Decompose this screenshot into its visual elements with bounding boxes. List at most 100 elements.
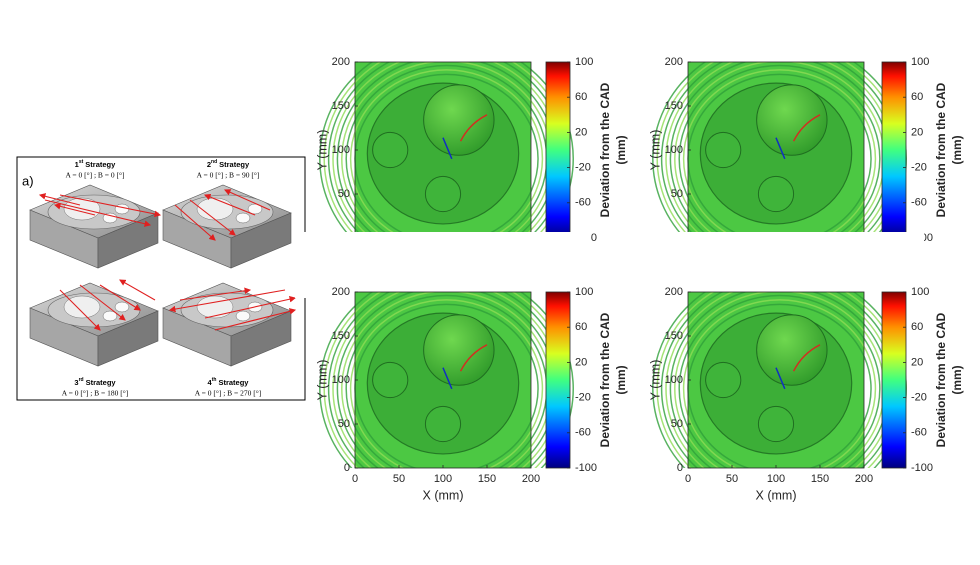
colorbar-tick-label: 100 <box>575 56 593 68</box>
y-axis-label: Y (mm) <box>315 130 329 171</box>
toolpath-arrow <box>59 289 101 331</box>
strategy-suffix: rd <box>79 377 84 383</box>
x-tick-label: 50 <box>393 473 405 485</box>
strategy-angles: A = 0 [°] ; B = 180 [°] <box>62 389 129 398</box>
toolpath-arrow <box>38 193 81 206</box>
colorbar-tick-label: -60 <box>911 427 927 439</box>
strategy-word: Strategy <box>219 160 250 169</box>
strategy-number: 4 <box>208 378 213 387</box>
defect-streak <box>442 137 453 160</box>
colorbar-label: Deviation from the CAD <box>598 82 612 217</box>
hole <box>114 301 130 313</box>
colorbar-label: (mm) <box>614 365 628 394</box>
strategy-title: 3rd Strategy <box>74 377 116 387</box>
hole <box>757 405 795 443</box>
hole <box>114 203 130 215</box>
hole <box>705 361 742 399</box>
y-tick-label: 200 <box>332 56 350 68</box>
strategy-angles: A = 0 [°] ; B = 270 [°] <box>195 389 262 398</box>
colorbar-tick-label: 20 <box>911 126 923 138</box>
colorbar-tick-label: 60 <box>575 91 587 103</box>
y-tick-label: 0 <box>344 462 350 474</box>
scan-clip <box>295 468 591 528</box>
y-tick-label: 50 <box>671 188 683 200</box>
x-tick-label: 150 <box>811 473 829 485</box>
colorbar-tick-label: -100 <box>575 462 597 474</box>
colorbar-tick-label: 60 <box>911 321 923 333</box>
hole <box>705 131 742 169</box>
y-axis-label: Y (mm) <box>315 360 329 401</box>
toolpath-arrow <box>119 279 156 301</box>
y-tick-label: 100 <box>665 374 683 386</box>
toolpath-arrow <box>214 308 297 331</box>
strategy-suffix: th <box>212 377 217 383</box>
colorbar-label: Deviation from the CAD <box>598 312 612 447</box>
hole <box>235 212 251 224</box>
y-tick-label: 50 <box>338 418 350 430</box>
toolpath-arrow <box>223 189 271 211</box>
y-tick-label: 200 <box>332 286 350 298</box>
x-tick-label: 200 <box>855 473 873 485</box>
toolpath-arrow <box>189 199 236 236</box>
strategy-title: 4th Strategy <box>208 377 250 387</box>
scan-clip <box>628 232 924 292</box>
strategy-suffix: nd <box>211 159 217 165</box>
dome <box>423 314 495 386</box>
hole <box>235 310 251 322</box>
dome <box>196 295 234 319</box>
toolpath-arrow <box>79 284 126 321</box>
colorbar-tick-label: 20 <box>575 126 587 138</box>
y-tick-label: 50 <box>671 418 683 430</box>
strategy-angles: A = 0 [°] ; B = 90 [°] <box>197 171 260 180</box>
scan-clip <box>628 468 924 528</box>
colorbar-tick-label: 100 <box>911 286 929 298</box>
y-tick-label: 150 <box>665 100 683 112</box>
defect-streak <box>775 137 786 160</box>
colorbar-tick-label: -20 <box>911 392 927 404</box>
colorbar-label: (mm) <box>950 135 964 164</box>
panel-label: a) <box>22 173 34 188</box>
strategy-number: 3 <box>74 378 78 387</box>
colorbar-label: Deviation from the CAD <box>934 312 948 447</box>
strategy-suffix: st <box>79 159 84 165</box>
toolpath-arrow <box>179 287 252 301</box>
colorbar-tick-label: 100 <box>575 286 593 298</box>
defect-streak <box>792 344 821 372</box>
strategy-title: 2nd Strategy <box>207 159 250 169</box>
scan-clip <box>628 2 924 62</box>
strategy-word: Strategy <box>86 378 117 387</box>
hole <box>102 212 118 224</box>
colorbar <box>881 61 907 239</box>
hole <box>757 175 795 213</box>
x-axis-label: X (mm) <box>756 488 797 502</box>
y-tick-label: 150 <box>332 330 350 342</box>
colorbar <box>881 291 907 469</box>
defect-streak <box>459 114 488 142</box>
scan-clip <box>295 2 591 62</box>
colorbar-tick-label: -60 <box>575 197 591 209</box>
hole <box>424 405 462 443</box>
scan-clip <box>295 232 591 292</box>
strategy-word: Strategy <box>85 160 116 169</box>
colorbar-tick-label: 20 <box>911 356 923 368</box>
toolpath-arrow <box>53 203 96 216</box>
block-right <box>97 310 159 367</box>
hole <box>102 310 118 322</box>
y-tick-label: 100 <box>332 144 350 156</box>
toolpath-arrow <box>44 199 152 227</box>
strategy-title: 1st Strategy <box>75 159 116 169</box>
x-tick-label: 100 <box>767 473 785 485</box>
x-tick-label: 100 <box>434 473 452 485</box>
y-axis-label: Y (mm) <box>648 130 662 171</box>
y-axis-label: Y (mm) <box>648 360 662 401</box>
colorbar-label: (mm) <box>950 365 964 394</box>
y-tick-label: 150 <box>332 100 350 112</box>
y-tick-label: 150 <box>665 330 683 342</box>
x-tick-label: 150 <box>478 473 496 485</box>
x-axis-label: X (mm) <box>423 488 464 502</box>
x-tick-label: 0 <box>352 473 358 485</box>
colorbar-label: (mm) <box>614 135 628 164</box>
block-right <box>97 212 159 269</box>
colorbar-tick-label: -60 <box>911 197 927 209</box>
